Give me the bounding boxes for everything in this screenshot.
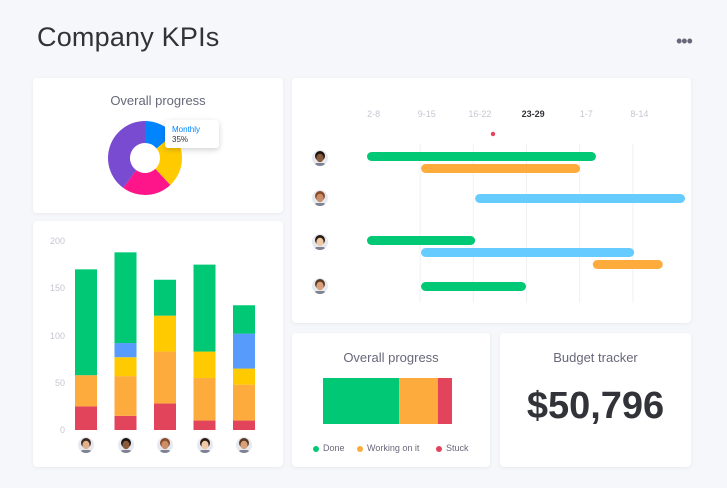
stack-4-segment-4[interactable] <box>233 305 255 334</box>
stack-0-segment-0[interactable] <box>75 406 97 430</box>
stacked-bar-chart <box>75 252 255 430</box>
stack-4-segment-2[interactable] <box>233 368 255 385</box>
timeline-chart <box>367 131 685 303</box>
stack-2-segment-2[interactable] <box>154 315 176 352</box>
week-label: 8-14 <box>630 109 649 119</box>
timeline-bar-row-2-0[interactable] <box>367 236 476 245</box>
stack-1-segment-1[interactable] <box>114 376 137 416</box>
stack-4-segment-0[interactable] <box>233 420 255 430</box>
overall-progress-bar-card: Overall progress Done Working on it Stuc… <box>292 333 490 467</box>
today-marker <box>490 131 496 137</box>
legend-stuck-dot <box>436 445 442 452</box>
stack-0-segment-2[interactable] <box>75 269 97 376</box>
legend-done-label: Done <box>323 443 345 453</box>
week-label: 16-22 <box>468 109 492 119</box>
stack-2-segment-1[interactable] <box>154 351 176 404</box>
donut-card-title: Overall progress <box>110 93 206 108</box>
progress-bar-chart <box>323 378 452 424</box>
week-label: 9-15 <box>417 109 436 119</box>
budget-tracker-card: Budget tracker $50,796 <box>500 333 691 467</box>
timeline-bar-row-0-1[interactable] <box>421 164 581 173</box>
donut-chart <box>108 121 182 195</box>
stack-2-segment-3[interactable] <box>154 279 176 316</box>
person-avatar <box>312 150 328 166</box>
legend-done: Done <box>313 443 345 453</box>
progress-segment-0[interactable] <box>323 378 400 424</box>
legend-working: Working on it <box>357 443 419 453</box>
y-tick-label: 100 <box>49 330 65 341</box>
stack-4-segment-1[interactable] <box>233 384 255 421</box>
stack-3-segment-1[interactable] <box>193 378 216 421</box>
timeline-bar-row-1-0[interactable] <box>475 194 685 203</box>
stack-1-segment-3[interactable] <box>114 343 137 358</box>
more-options-icon[interactable]: ••• <box>676 31 693 51</box>
stack-2-segment-0[interactable] <box>154 403 176 430</box>
y-tick-label: 200 <box>49 236 65 246</box>
person-avatar <box>236 437 252 453</box>
stack-0-segment-1[interactable] <box>75 375 97 407</box>
timeline-bar-row-2-2[interactable] <box>592 260 663 269</box>
stack-1-segment-0[interactable] <box>114 415 137 430</box>
timeline-bar-row-2-1[interactable] <box>421 248 635 257</box>
stack-3-segment-3[interactable] <box>193 264 216 352</box>
legend-stuck-label: Stuck <box>446 443 469 453</box>
legend-working-dot <box>357 445 363 452</box>
budget-value: $50,796 <box>526 385 665 427</box>
y-tick-label: 150 <box>49 283 65 294</box>
overall-progress-donut-card: Overall progress Monthly 35% <box>33 78 283 213</box>
week-label: 2-8 <box>367 109 381 119</box>
person-avatar <box>196 437 213 453</box>
stack-1-segment-2[interactable] <box>114 357 137 377</box>
page-title: Company KPIs <box>37 22 220 52</box>
timeline-bar-row-0-0[interactable] <box>367 152 596 161</box>
progress-segment-1[interactable] <box>399 378 438 424</box>
donut-slice-3[interactable] <box>108 121 145 188</box>
y-tick-label: 50 <box>54 377 65 388</box>
stack-3-segment-0[interactable] <box>193 420 216 430</box>
legend-stuck: Stuck <box>436 443 469 453</box>
tooltip-value: 35% <box>172 135 189 144</box>
person-avatar <box>312 234 328 250</box>
person-avatar <box>157 437 173 453</box>
stacked-bar-card: 200 150 100 50 0 <box>33 221 283 467</box>
donut-slice-2[interactable] <box>123 168 171 195</box>
timeline-bar-row-3-0[interactable] <box>421 282 526 291</box>
y-tick-label: 0 <box>59 425 65 435</box>
stack-1-segment-4[interactable] <box>114 252 137 344</box>
week-label: 23-29 <box>521 109 545 119</box>
legend-working-label: Working on it <box>367 443 420 453</box>
stack-4-segment-3[interactable] <box>233 333 255 369</box>
progress-segment-2[interactable] <box>437 378 452 424</box>
person-avatar <box>117 437 134 453</box>
stack-3-segment-2[interactable] <box>193 351 216 379</box>
legend-done-dot <box>313 445 319 452</box>
donut-tooltip: Monthly 35% <box>165 120 219 148</box>
person-avatar <box>78 437 94 453</box>
week-label: 1-7 <box>579 109 593 119</box>
progress-card-title: Overall progress <box>343 350 439 365</box>
tooltip-label: Monthly <box>172 125 201 134</box>
person-avatar <box>312 278 328 294</box>
budget-card-title: Budget tracker <box>553 350 638 365</box>
timeline-card: 2-8 9-15 16-22 23-29 1-7 8-14 <box>292 78 691 323</box>
person-avatar <box>312 190 328 206</box>
